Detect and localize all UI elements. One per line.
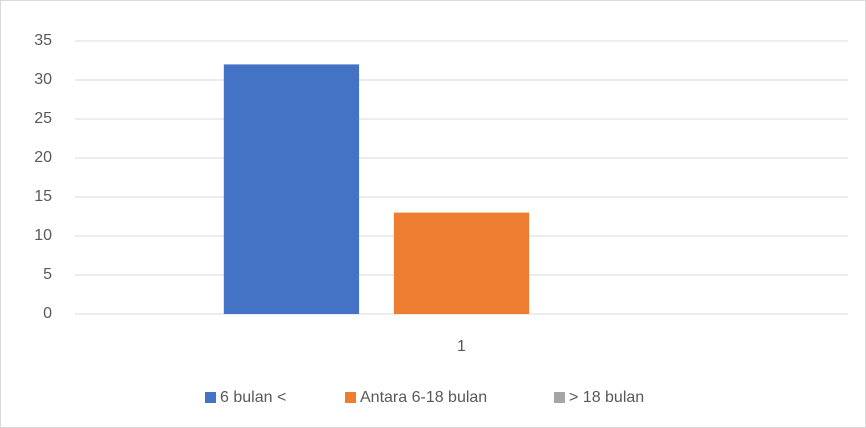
legend-swatch — [345, 392, 356, 403]
bar — [393, 212, 530, 314]
y-tick-label: 15 — [34, 188, 52, 205]
y-tick-label: 30 — [34, 71, 52, 88]
legend-label: > 18 bulan — [569, 389, 644, 406]
x-tick-label: 1 — [457, 338, 466, 355]
y-tick-label: 0 — [43, 305, 52, 322]
y-tick-label: 5 — [43, 266, 52, 283]
y-tick-label: 20 — [34, 149, 52, 166]
y-tick-label: 25 — [34, 110, 52, 127]
y-tick-label: 10 — [34, 227, 52, 244]
y-tick-label: 35 — [34, 32, 52, 49]
legend-label: 6 bulan < — [220, 389, 286, 406]
legend-swatch — [554, 392, 565, 403]
legend-swatch — [205, 392, 216, 403]
legend-label: Antara 6-18 bulan — [360, 389, 487, 406]
bar — [223, 64, 360, 315]
